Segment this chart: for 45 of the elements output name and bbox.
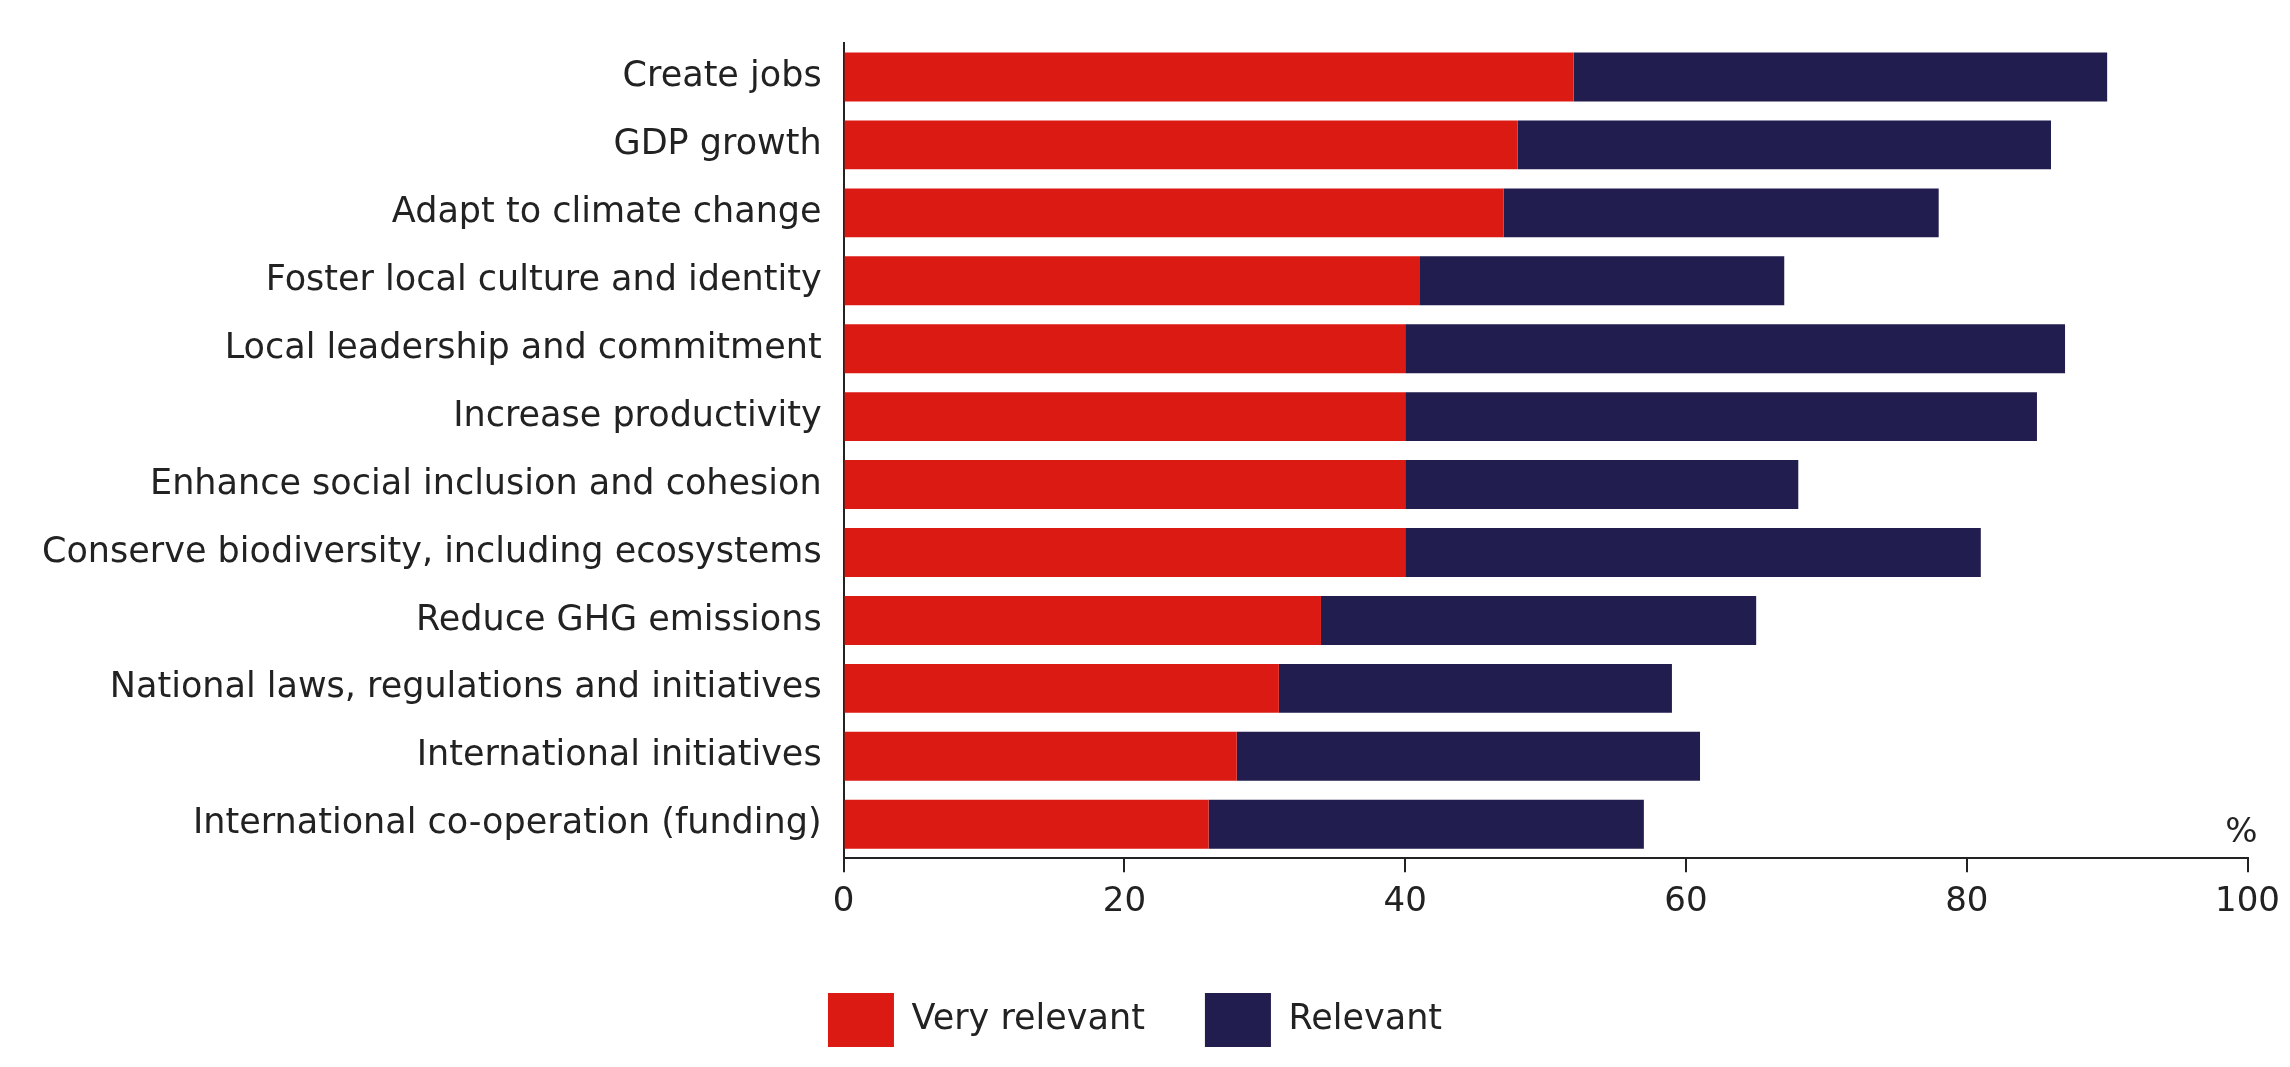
bar bbox=[1320, 595, 1757, 645]
y-tick-label: Local leadership and commitment bbox=[224, 325, 822, 366]
bar bbox=[844, 188, 1504, 238]
legend-label: Very relevant bbox=[911, 997, 1145, 1038]
y-tick-label: International initiatives bbox=[416, 733, 822, 774]
y-tick-label: Conserve biodiversity, including ecosystems bbox=[42, 529, 822, 570]
bar bbox=[844, 52, 1574, 102]
y-tick-label: Foster local culture and identity bbox=[265, 257, 822, 298]
x-tick-label: 20 bbox=[1102, 879, 1147, 920]
y-tick-label: GDP growth bbox=[613, 121, 822, 162]
x-tick-label: 0 bbox=[832, 879, 855, 920]
bar bbox=[1405, 392, 2037, 442]
bar bbox=[844, 324, 1406, 374]
bar bbox=[844, 460, 1406, 510]
bar bbox=[844, 731, 1237, 781]
x-tick-label: 80 bbox=[1945, 879, 1989, 920]
bar bbox=[844, 256, 1420, 306]
bar bbox=[844, 663, 1279, 713]
y-tick-label: Adapt to climate change bbox=[391, 189, 822, 230]
x-tick-label: 100 bbox=[2215, 879, 2281, 920]
y-tick-label: Reduce GHG emissions bbox=[415, 597, 822, 638]
bar bbox=[844, 799, 1209, 849]
bar bbox=[1405, 460, 1799, 510]
bar bbox=[1573, 52, 2108, 102]
bar bbox=[1419, 256, 1785, 306]
bar bbox=[844, 392, 1406, 442]
bar bbox=[1517, 120, 2051, 170]
legend-label: Relevant bbox=[1288, 997, 1443, 1038]
bar bbox=[1236, 731, 1701, 781]
bar bbox=[844, 528, 1406, 577]
bar bbox=[1405, 528, 1981, 577]
x-axis-title: % bbox=[2225, 810, 2258, 851]
x-tick-label: 60 bbox=[1664, 879, 1708, 920]
x-tick-label: 40 bbox=[1383, 879, 1427, 920]
y-tick-label: Create jobs bbox=[622, 54, 822, 95]
y-tick-label: Enhance social inclusion and cohesion bbox=[150, 461, 822, 502]
bar bbox=[844, 595, 1321, 645]
bar bbox=[1278, 663, 1672, 713]
y-tick-label: International co-operation (funding) bbox=[193, 801, 822, 842]
bar bbox=[1208, 799, 1644, 849]
bar bbox=[844, 120, 1518, 170]
y-tick-label: Increase productivity bbox=[453, 393, 822, 434]
y-tick-label: National laws, regulations and initiatives bbox=[109, 665, 822, 706]
bar bbox=[1503, 188, 1939, 238]
bar bbox=[1405, 324, 2066, 374]
